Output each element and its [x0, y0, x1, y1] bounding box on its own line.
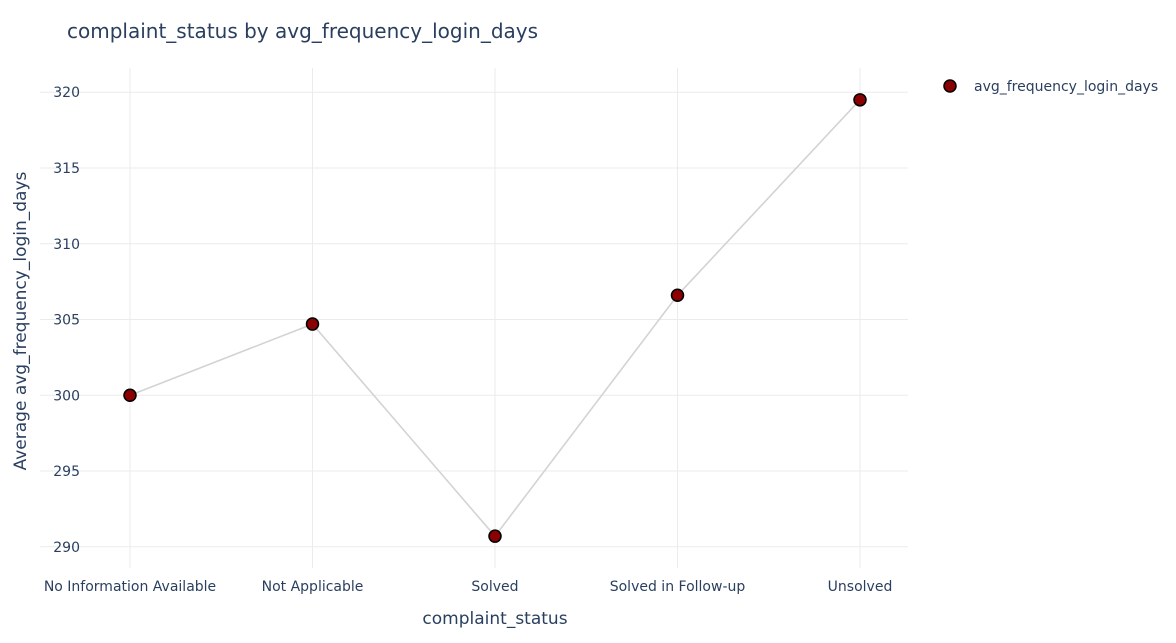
data-point[interactable] [853, 93, 867, 107]
y-tick-label: 310 [53, 237, 80, 253]
y-axis-title: Average avg_frequency_login_days [11, 171, 31, 470]
y-tick-label: 290 [53, 540, 80, 556]
legend-marker-icon [943, 79, 957, 93]
chart-title: complaint_status by avg_frequency_login_… [67, 19, 538, 43]
x-tick-labels: No Information Available Not Applicable So… [44, 579, 893, 595]
x-tick-label: Solved in Follow-up [610, 579, 746, 595]
data-point[interactable] [123, 388, 137, 403]
y-tick-label: 305 [53, 313, 80, 329]
data-point[interactable] [670, 288, 685, 303]
x-gridlines [129, 68, 861, 568]
y-tick-label: 295 [53, 464, 80, 480]
y-gridlines [40, 91, 908, 548]
data-point[interactable] [488, 529, 502, 543]
data-markers [123, 93, 867, 543]
x-tick-label: Not Applicable [262, 579, 364, 595]
y-tick-labels: 290 295 300 305 310 315 320 [53, 85, 80, 556]
data-point[interactable] [305, 317, 320, 331]
x-axis-title: complaint_status [422, 609, 567, 629]
legend-label: avg_frequency_login_days [974, 79, 1158, 95]
legend[interactable]: avg_frequency_login_days [943, 79, 1158, 95]
y-tick-label: 315 [53, 161, 80, 177]
x-tick-label: Unsolved [828, 579, 893, 595]
x-tick-label: Solved [471, 579, 518, 595]
y-tick-label: 320 [53, 85, 80, 101]
x-tick-label: No Information Available [44, 579, 216, 595]
y-tick-label: 300 [53, 388, 80, 404]
